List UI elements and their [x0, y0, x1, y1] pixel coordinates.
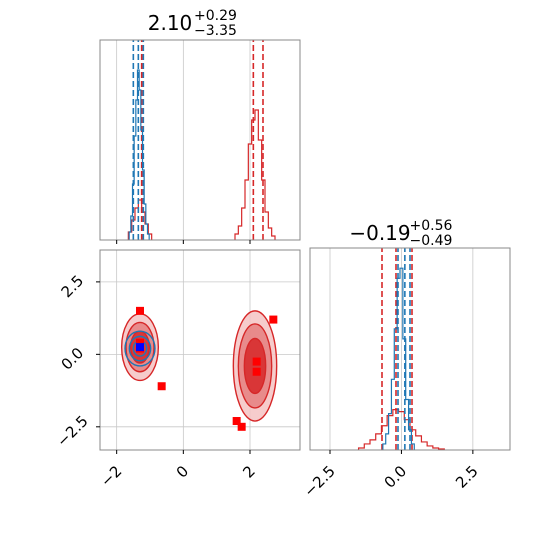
panel-frame: [99, 249, 301, 451]
x-tick-label: 0: [173, 462, 192, 481]
panel-title: −0.19: [349, 221, 410, 245]
red-square-marker: [136, 338, 144, 347]
panel-title-sup: +0.56: [410, 218, 453, 234]
red-square-marker: [136, 306, 144, 315]
red-square-marker: [269, 315, 278, 324]
histogram-panel-y: −2.5 0.0 2.5 −0.19+0.56−0.49: [300, 218, 511, 501]
x-tick-label: −2.5: [300, 462, 338, 500]
red-square-marker: [232, 417, 241, 426]
y-tick-label: −2.5: [53, 412, 91, 450]
red-square-marker: [237, 422, 246, 431]
red-square-marker: [157, 382, 166, 391]
contour-level: [124, 330, 156, 367]
scatter-panel-xy: −2 0 2 −2.5 0.0 2.5: [53, 249, 301, 490]
x-tick-label: 2.5: [452, 462, 482, 492]
panel-frame: [99, 39, 301, 241]
hist-step-red: [357, 409, 445, 450]
contour-level: [128, 335, 152, 362]
y-tick-label: 2.5: [58, 272, 88, 302]
panel-title-sup: +0.29: [194, 8, 237, 24]
panel-title-sub: −0.49: [410, 233, 453, 249]
panel-title-sub: −3.35: [194, 23, 237, 39]
panel-title: 2.10: [148, 11, 193, 35]
panel-frame: [309, 247, 511, 451]
hist-step-blue: [128, 69, 150, 240]
x-tick-label: 2: [239, 462, 258, 481]
red-square-marker: [252, 367, 261, 376]
y-tick-label: 0.0: [58, 344, 88, 374]
hist-step-red: [127, 109, 276, 240]
x-tick-label: −2: [97, 462, 125, 490]
histogram-panel-x: 2.10 +0.29−3.35: [99, 8, 301, 244]
blue-square-marker: [136, 343, 144, 352]
x-tick-label: 0.0: [381, 462, 411, 492]
contour-level: [243, 337, 267, 395]
red-square-marker: [252, 357, 261, 366]
